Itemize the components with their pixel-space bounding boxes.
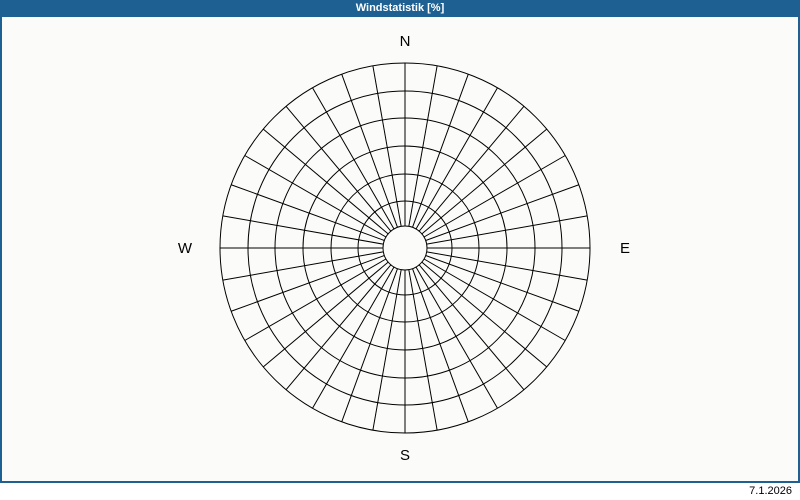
- windrose-spoke-10: [408, 65, 438, 227]
- windrose-spoke-100: [426, 251, 588, 281]
- windrose-spoke-50: [421, 128, 548, 235]
- windrose-spoke-350: [372, 65, 402, 227]
- windrose-spoke-310: [262, 128, 389, 235]
- windrose-spoke-320: [285, 105, 392, 232]
- footer-bar: 7.1.2026: [0, 483, 800, 500]
- windrose-grid-spokes: [220, 63, 590, 433]
- windrose-spoke-20: [412, 73, 469, 228]
- windrose-chart: N E S W: [178, 33, 630, 464]
- windrose-spoke-160: [412, 268, 469, 423]
- compass-label-north: N: [400, 33, 411, 50]
- windrose-spoke-240: [244, 258, 387, 341]
- windrose-spoke-140: [418, 264, 525, 391]
- windrose-plot-panel: N E S W: [0, 17, 800, 483]
- windrose-spoke-300: [244, 155, 387, 238]
- windrose-spoke-280: [222, 215, 384, 245]
- windrose-spoke-190: [372, 269, 402, 431]
- windrose-spoke-130: [421, 261, 548, 368]
- windrose-spoke-70: [425, 184, 580, 241]
- footer-date-label: 7.1.2026: [749, 485, 792, 497]
- windrose-spoke-80: [426, 215, 588, 245]
- windrose-spoke-110: [425, 255, 580, 312]
- windrose-spoke-30: [415, 87, 498, 230]
- windrose-spoke-210: [312, 266, 395, 409]
- windrose-spoke-150: [415, 266, 498, 409]
- windrose-spoke-260: [222, 251, 384, 281]
- compass-label-east: E: [620, 240, 630, 257]
- windrose-spoke-230: [262, 261, 389, 368]
- windrose-spoke-170: [408, 269, 438, 431]
- window-title-bar: Windstatistik [%]: [0, 0, 800, 17]
- compass-label-west: W: [178, 240, 193, 257]
- windrose-spoke-340: [341, 73, 398, 228]
- windrose-spoke-330: [312, 87, 395, 230]
- windrose-spoke-120: [423, 258, 566, 341]
- windrose-spoke-40: [418, 105, 525, 232]
- windrose-spoke-290: [230, 184, 385, 241]
- windrose-spoke-250: [230, 255, 385, 312]
- compass-label-south: S: [400, 447, 410, 464]
- windrose-center-hub: [382, 225, 428, 271]
- windrose-spoke-220: [285, 264, 392, 391]
- page-title: Windstatistik [%]: [355, 2, 445, 14]
- windrose-spoke-200: [341, 268, 398, 423]
- windrose-spoke-60: [423, 155, 566, 238]
